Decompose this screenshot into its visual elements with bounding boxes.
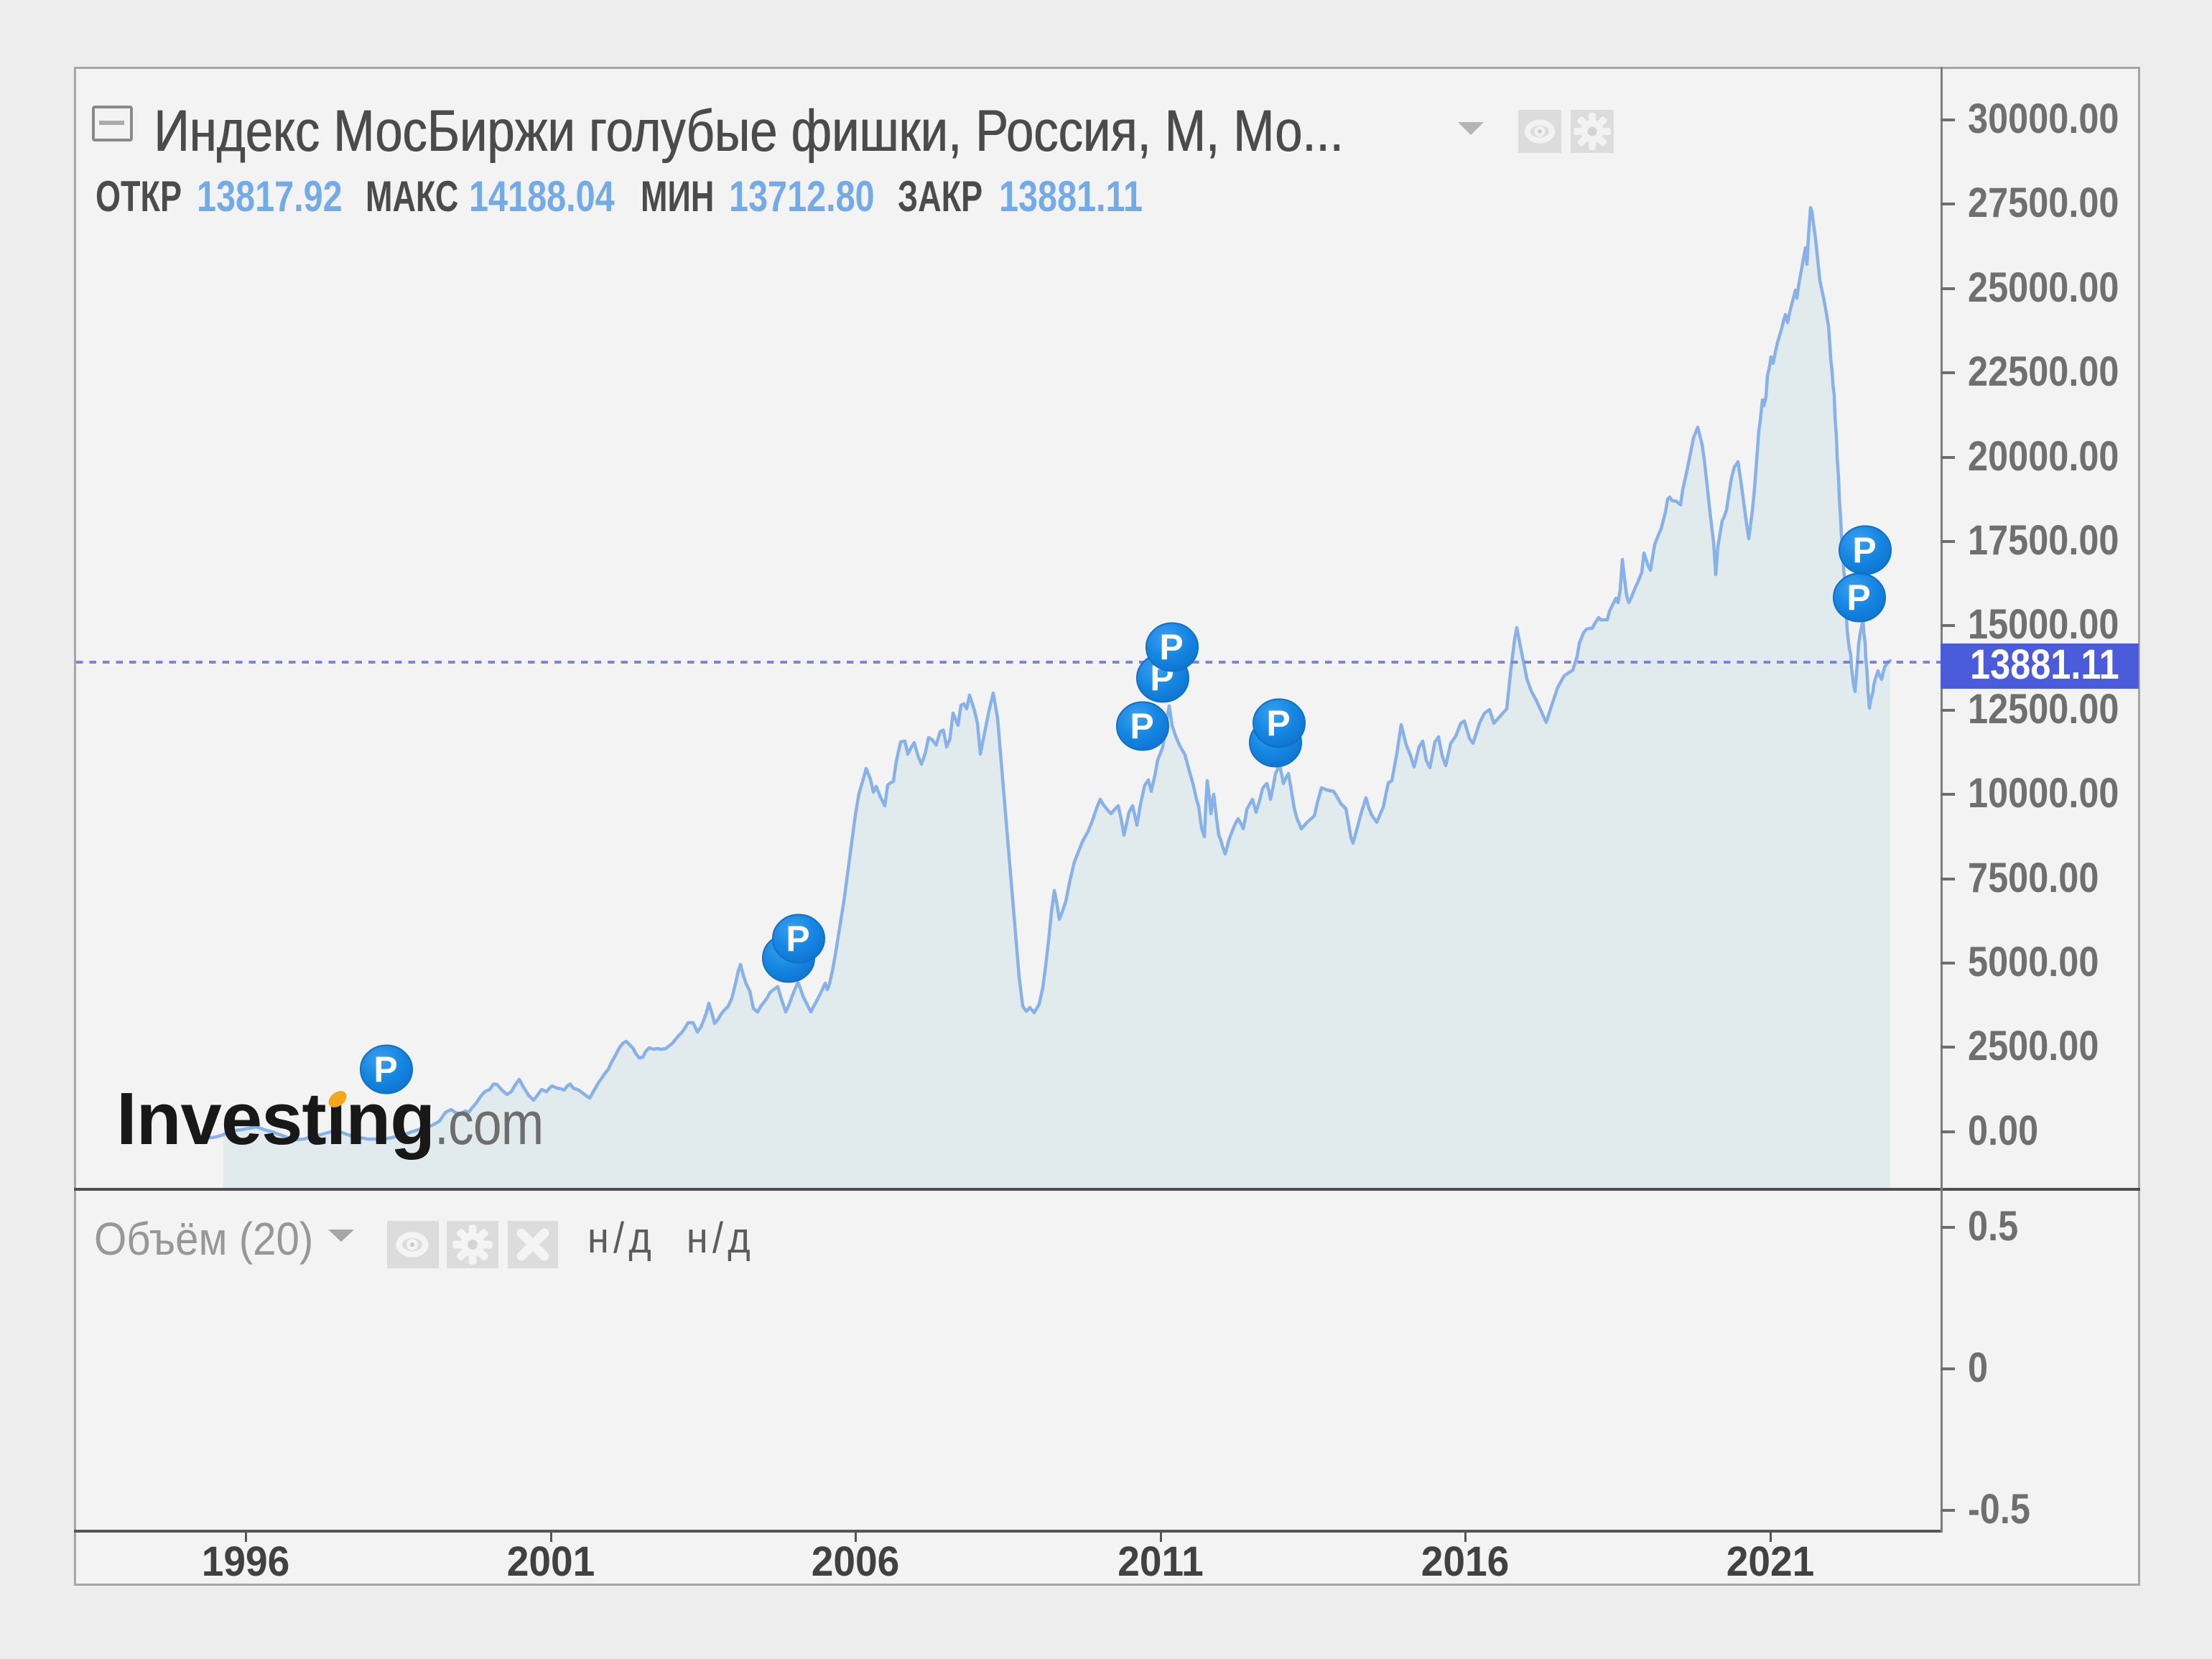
svg-text:P: P <box>1846 577 1870 618</box>
svg-text:P: P <box>373 1049 397 1089</box>
svg-text:P: P <box>1852 530 1876 570</box>
svg-text:P: P <box>1159 627 1183 667</box>
svg-text:P: P <box>1266 703 1290 743</box>
svg-text:P: P <box>1130 706 1153 746</box>
svg-text:P: P <box>786 919 809 959</box>
